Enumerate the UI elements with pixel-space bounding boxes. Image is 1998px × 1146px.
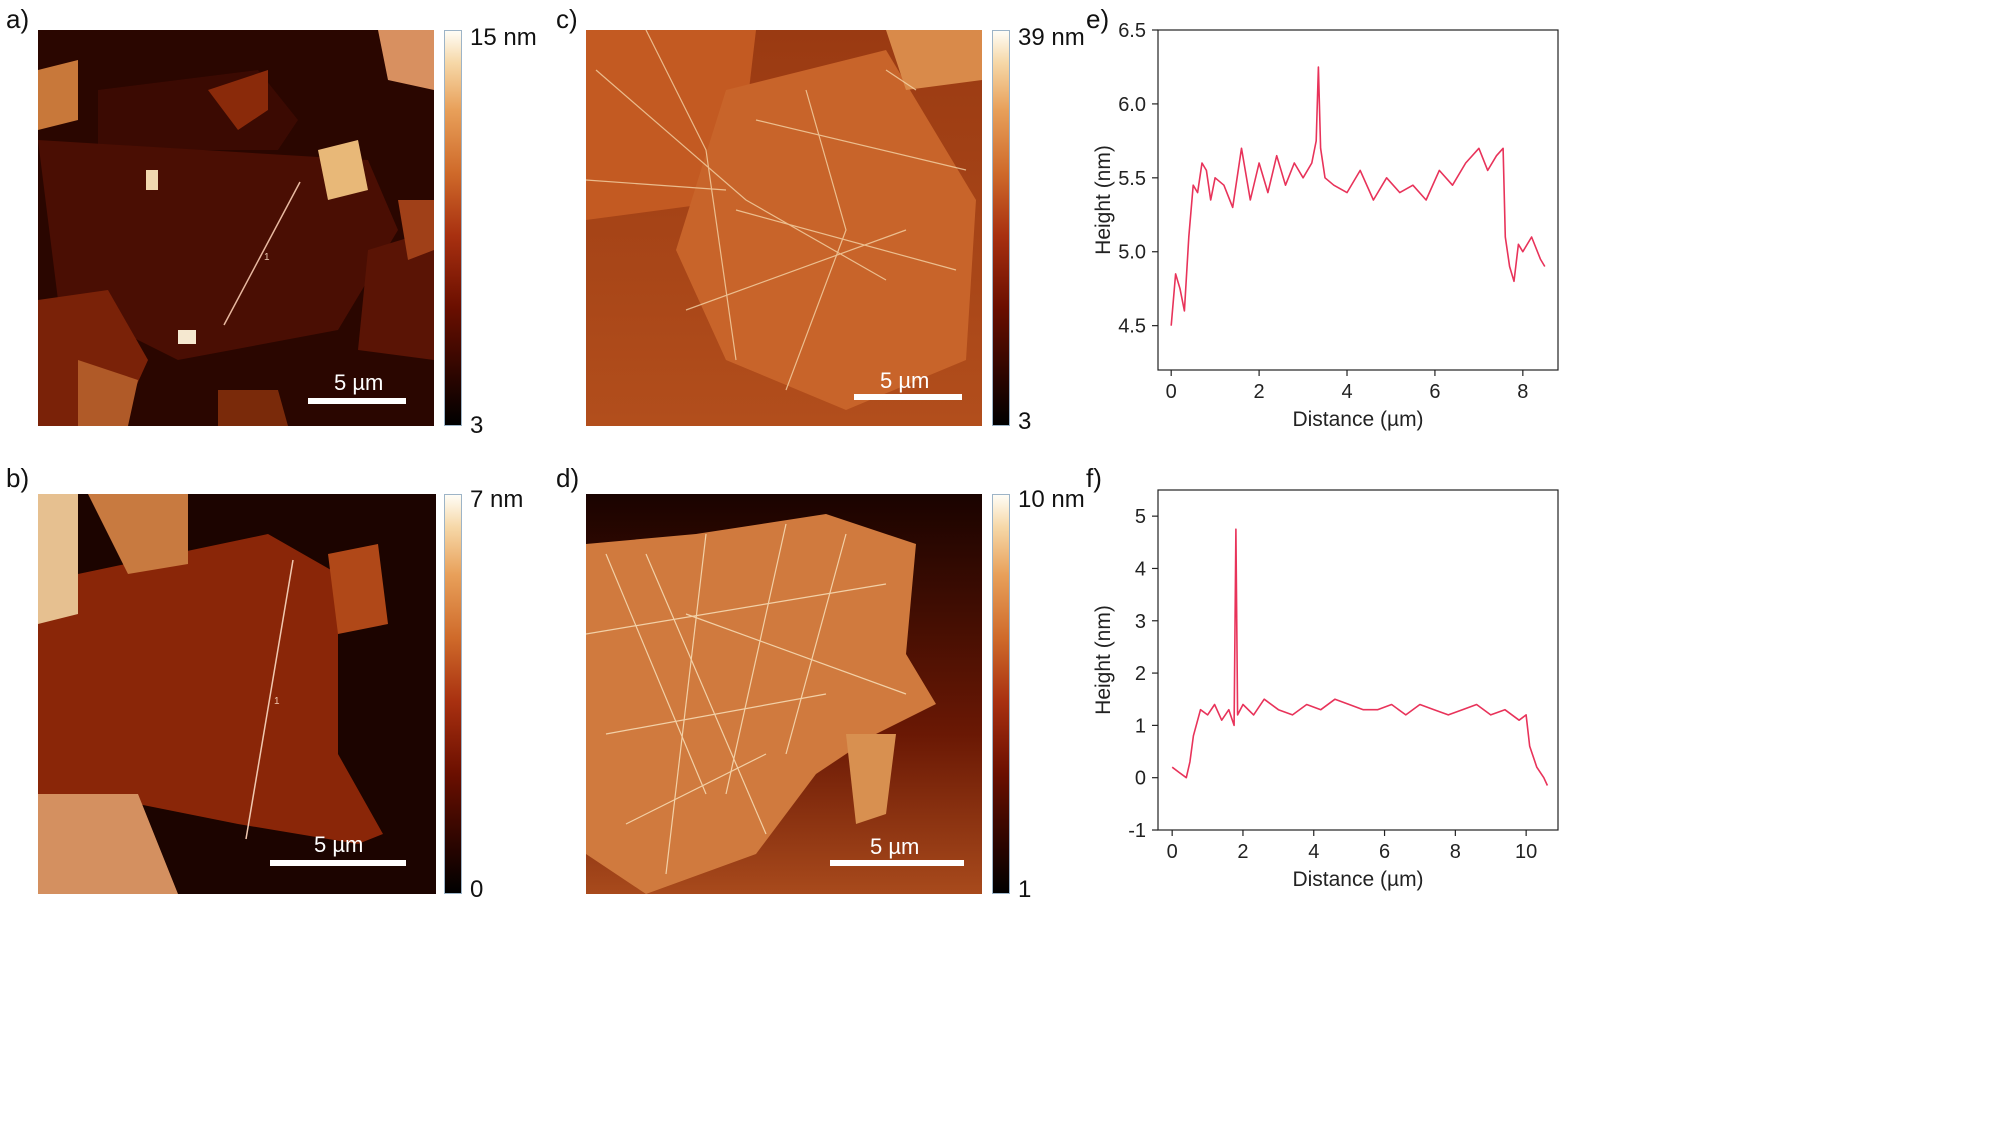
y-axis-label: Height (nm) <box>1092 605 1115 715</box>
y-tick-label: 6.0 <box>1118 94 1146 116</box>
colorbar-min-b: 0 <box>470 876 484 903</box>
afm-image-c: 5 µm <box>586 30 982 426</box>
colorbar-a <box>444 30 462 426</box>
x-tick-label: 6 <box>1429 381 1440 403</box>
colorbar-c <box>992 30 1010 426</box>
profile-line-b <box>245 559 294 840</box>
profile-marker-a: 1 <box>264 252 270 263</box>
panel-label-f: f) <box>1086 463 1102 493</box>
colorbar-max-d: 10 nm <box>1018 486 1085 513</box>
colorbar-min-d: 1 <box>1018 876 1032 903</box>
scalebar-a <box>308 398 406 404</box>
panel-label-c: c) <box>556 4 578 34</box>
x-axis-label: Distance (µm) <box>1292 868 1423 891</box>
x-tick-label: 6 <box>1379 841 1390 863</box>
x-tick-label: 4 <box>1308 841 1319 863</box>
y-axis-label: Height (nm) <box>1092 145 1115 255</box>
panel-label-b: b) <box>6 463 30 493</box>
height-profile-f: 0 2 4 6 8 10 -1 0 1 2 3 4 5 Distance (µm) Height (nm) <box>1090 480 1990 900</box>
profile-line-a <box>223 181 301 326</box>
x-tick-label: 8 <box>1450 841 1461 863</box>
height-profile-line <box>1170 66 1546 326</box>
scalebar-label-b: 5 µm <box>314 832 364 857</box>
colorbar-b <box>444 494 462 894</box>
x-tick-label: 2 <box>1237 841 1248 863</box>
scalebar-label-a: 5 µm <box>334 370 384 395</box>
y-tick-label: 5 <box>1135 506 1146 528</box>
y-tick-label: 3 <box>1135 611 1146 633</box>
x-axis-label: Distance (µm) <box>1292 408 1423 431</box>
profile-marker-b: 1 <box>274 696 280 707</box>
height-profile-line <box>1171 528 1549 786</box>
x-tick-label: 10 <box>1515 841 1537 863</box>
scalebar-c <box>854 394 962 400</box>
colorbar-min-c: 3 <box>1018 408 1032 435</box>
colorbar-max-c: 39 nm <box>1018 24 1085 51</box>
panel-label-a: a) <box>6 4 30 34</box>
height-profile-e: 0 2 4 6 8 4.5 5.0 5.5 6.0 6.5 Distance (µm) Height … <box>1090 20 1990 440</box>
y-tick-label: 1 <box>1135 715 1146 737</box>
y-tick-label: 6.5 <box>1118 20 1146 42</box>
afm-image-d: 5 µm <box>586 494 982 894</box>
scalebar-b <box>270 860 406 866</box>
panel-label-d: d) <box>556 463 580 493</box>
scalebar-d <box>830 860 964 866</box>
plot-frame <box>1157 489 1559 831</box>
x-tick-label: 0 <box>1167 841 1178 863</box>
colorbar-min-a: 3 <box>470 412 484 439</box>
x-tick-label: 4 <box>1341 381 1352 403</box>
colorbar-max-b: 7 nm <box>470 486 524 513</box>
y-tick-label: 5.0 <box>1118 242 1146 264</box>
x-tick-label: 8 <box>1517 381 1528 403</box>
y-tick-label: 2 <box>1135 663 1146 685</box>
scalebar-label-d: 5 µm <box>870 834 920 859</box>
y-tick-label: 4 <box>1135 558 1146 580</box>
x-tick-label: 0 <box>1166 381 1177 403</box>
afm-image-a: 1 5 µm <box>38 30 434 426</box>
colorbar-d <box>992 494 1010 894</box>
afm-image-b: 1 5 µm <box>38 494 436 894</box>
x-tick-label: 2 <box>1254 381 1265 403</box>
y-tick-label: 4.5 <box>1118 316 1146 338</box>
y-tick-label: 5.5 <box>1118 168 1146 190</box>
colorbar-max-a: 15 nm <box>470 24 537 51</box>
y-tick-label: -1 <box>1128 820 1146 842</box>
scalebar-label-c: 5 µm <box>880 368 930 393</box>
panel-label-e: e) <box>1086 4 1110 34</box>
plot-frame <box>1157 29 1559 371</box>
y-tick-label: 0 <box>1135 768 1146 790</box>
